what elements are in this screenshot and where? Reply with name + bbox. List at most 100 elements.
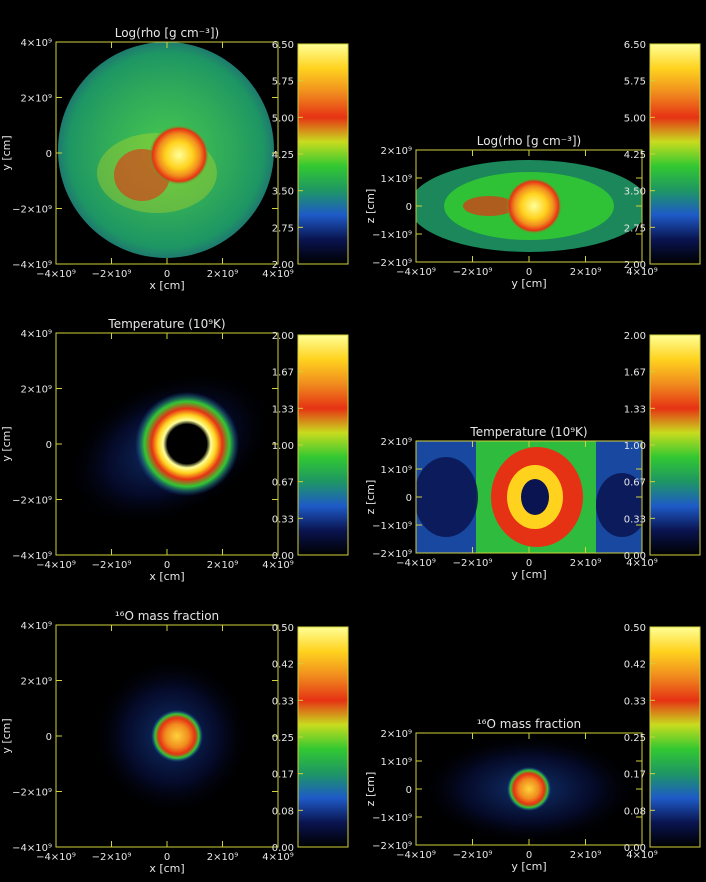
panel-density-yz: Log(rho [g cm⁻³])−4×10⁹ −2×10⁹ 0 2×10⁹ 4×10⁹… (364, 134, 658, 290)
x-tick-label: −4×10⁹ (396, 558, 436, 569)
y-tick-label: −2×10⁹ (12, 788, 52, 799)
x-tick-label: 2×10⁹ (570, 267, 601, 278)
x-tick-label: −2×10⁹ (92, 269, 132, 280)
x-tick-label: 4×10⁹ (626, 850, 657, 861)
y-tick-label: 0 (46, 149, 52, 160)
density-colorbar: 6.50 5.75 5.00 4.25 3.50 2.75 2.00 (624, 40, 701, 271)
y-tick-label: 1×10⁹ (381, 757, 412, 768)
y-axis-label: z [cm] (364, 772, 377, 807)
colorbar-gradient (649, 43, 701, 265)
density-colorbar: 6.50 5.75 5.00 4.25 3.50 2.75 2.00 (272, 40, 349, 271)
colorbar-tick-label: 0.33 (624, 514, 646, 525)
temperature-void-left (416, 457, 478, 537)
panel-title: Log(rho [g cm⁻³]) (115, 26, 220, 40)
y-tick-label: 4×10⁹ (21, 38, 52, 49)
x-tick-label: −4×10⁹ (36, 269, 76, 280)
x-tick-label: 4×10⁹ (262, 560, 293, 571)
y-tick-label: 2×10⁹ (381, 729, 412, 740)
x-tick-label: −2×10⁹ (92, 852, 132, 863)
x-tick-label: 0 (164, 269, 170, 280)
temperature-colorbar: 2.00 1.67 1.33 1.00 0.67 0.33 0.00 (272, 331, 349, 562)
panel-oxygen-xy: ¹⁶O mass fraction −4×10⁹ −2×10⁹ 0 2×10⁹ 4×10⁹… (0, 609, 294, 875)
y-axis-label: y [cm] (0, 135, 13, 170)
colorbar-gradient (297, 626, 349, 848)
y-tick-label: −1×10⁹ (372, 813, 412, 824)
field-image (419, 733, 639, 845)
colorbar-tick-label: 0.25 (272, 733, 294, 744)
colorbar-tick-label: 0.42 (624, 660, 646, 671)
colorbar-tick-label: 0.50 (272, 623, 294, 634)
field-image (65, 369, 274, 528)
y-tick-label: 0 (46, 440, 52, 451)
colorbar-tick-label: 0.42 (272, 660, 294, 671)
y-tick-label: −4×10⁹ (12, 260, 52, 271)
y-axis-label: y [cm] (0, 426, 13, 461)
field-image (416, 441, 642, 553)
y-tick-label: 2×10⁹ (21, 94, 52, 105)
colorbar-tick-label: 1.33 (272, 404, 294, 415)
temperature-cavity (167, 424, 207, 464)
x-tick-label: 2×10⁹ (570, 850, 601, 861)
x-axis-label: y [cm] (511, 860, 546, 873)
colorbar-tick-label: 0.67 (272, 478, 294, 489)
x-tick-label: 0 (164, 560, 170, 571)
oxygen-colorbar: 0.50 0.42 0.33 0.25 0.17 0.08 0.00 (624, 623, 701, 854)
colorbar-tick-label: 0.25 (624, 733, 646, 744)
colorbar-tick-label: 1.00 (272, 441, 294, 452)
x-axis-label: x [cm] (149, 570, 184, 583)
x-tick-label: 4×10⁹ (262, 269, 293, 280)
colorbar-tick-label: 2.00 (272, 260, 294, 271)
x-axis-label: y [cm] (511, 277, 546, 290)
y-tick-label: −1×10⁹ (372, 230, 412, 241)
x-tick-label: −2×10⁹ (453, 267, 493, 278)
y-tick-label: −2×10⁹ (372, 841, 412, 852)
x-axis-label: y [cm] (511, 568, 546, 581)
panel-title: ¹⁶O mass fraction (477, 717, 581, 731)
y-tick-label: −4×10⁹ (12, 551, 52, 562)
colorbar-tick-label: 0.08 (272, 806, 294, 817)
colorbar-tick-label: 5.75 (624, 77, 646, 88)
colorbar-tick-label: 5.00 (272, 113, 294, 124)
x-tick-label: 2×10⁹ (207, 852, 238, 863)
y-tick-label: −2×10⁹ (372, 549, 412, 560)
colorbar-tick-label: 0.33 (272, 696, 294, 707)
colorbar-tick-label: 0.17 (272, 770, 294, 781)
colorbar-tick-label: 5.00 (624, 113, 646, 124)
x-tick-label: −2×10⁹ (92, 560, 132, 571)
x-tick-label: 2×10⁹ (207, 269, 238, 280)
colorbar-tick-label: 3.50 (272, 187, 294, 198)
x-tick-label: 4×10⁹ (626, 267, 657, 278)
density-tail (463, 196, 515, 216)
y-axis-label: z [cm] (364, 480, 377, 515)
x-axis-label: x [cm] (149, 862, 184, 875)
colorbar-gradient (297, 334, 349, 556)
y-axis-label: y [cm] (0, 718, 13, 753)
y-tick-label: 2×10⁹ (381, 437, 412, 448)
y-tick-label: −2×10⁹ (12, 496, 52, 507)
colorbar-gradient (649, 334, 701, 556)
colorbar-tick-label: 6.50 (272, 40, 294, 51)
colorbar-tick-label: 4.25 (272, 150, 294, 161)
temperature-void-right (596, 473, 642, 537)
colorbar-tick-label: 0.67 (624, 478, 646, 489)
colorbar-tick-label: 2.00 (624, 260, 646, 271)
y-tick-label: 1×10⁹ (381, 174, 412, 185)
y-tick-label: 2×10⁹ (21, 385, 52, 396)
panel-temperature-xy: Temperature (10⁹K) −4×10⁹ −2×10⁹ 0 2×10⁹ 4×10… (0, 317, 294, 583)
y-axis-label: z [cm] (364, 189, 377, 224)
x-tick-label: −4×10⁹ (36, 852, 76, 863)
y-tick-label: −2×10⁹ (12, 205, 52, 216)
x-axis-label: x [cm] (149, 279, 184, 292)
panel-density-xy: Log(rho [g cm⁻³]) −4×10⁹ −2×10⁹ 0 2×10⁹ 4×10⁹… (0, 26, 294, 292)
x-tick-label: −4×10⁹ (36, 560, 76, 571)
density-core (506, 178, 562, 234)
colorbar-gradient (649, 626, 701, 848)
y-tick-label: −4×10⁹ (12, 843, 52, 854)
density-core (149, 125, 209, 185)
colorbar-tick-label: 2.00 (624, 331, 646, 342)
x-tick-label: −2×10⁹ (453, 558, 493, 569)
colorbar-tick-label: 0.00 (272, 551, 294, 562)
panel-temperature-yz: Temperature (10⁹K)−4×10⁹ −2×10⁹ 0 2×10⁹ 4×10… (364, 425, 658, 581)
colorbar-tick-label: 0.00 (624, 843, 646, 854)
y-tick-label: 1×10⁹ (381, 465, 412, 476)
